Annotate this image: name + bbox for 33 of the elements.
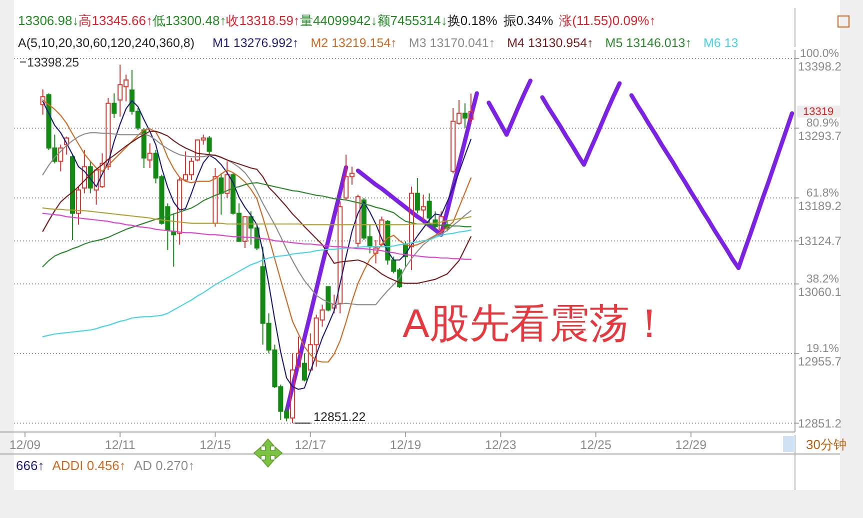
text: 量44099942↓	[300, 13, 378, 28]
text: 收13318.59↑	[226, 13, 300, 28]
y-tick-label: 61.8% 13189.2	[798, 187, 842, 213]
annotation: 12851.22	[314, 410, 366, 424]
x-tick-label: 12/15	[200, 438, 231, 452]
x-tick-label: 12/29	[675, 438, 707, 452]
text: 振0.34%	[503, 13, 554, 28]
text: 涨(11.55)0.09%↑	[559, 13, 656, 28]
legend: A(5,10,20,30,60,120,240,360,8) M1 13276.992↑ M2 13219.154↑ M3 13170.041↑ M4 13130.954↑ M5 13146.013↑ M6 13	[18, 36, 738, 50]
text: 额7455314↓	[377, 13, 448, 28]
y-tick-label: 100.0% 13398.2	[798, 48, 842, 74]
text: 666↑	[16, 458, 44, 473]
x-tick-label: 12/25	[580, 438, 612, 452]
text: AD 0.270↑	[134, 458, 195, 473]
x-tick-label: 12/11	[104, 438, 136, 452]
annotation: A股先看震荡！	[402, 302, 670, 346]
y-tick-label: 38.2% 13060.1	[798, 273, 842, 299]
y-tick-label: 12851.2	[798, 416, 842, 430]
price-tag: 13319	[797, 106, 841, 118]
text: 13306.98↓	[18, 13, 79, 28]
x-tick-label: 12/17	[294, 438, 326, 452]
text: ADDI 0.456↑	[52, 458, 126, 473]
y-tick-label: 19.1% 12955.7	[798, 343, 842, 369]
text: 换0.18%	[447, 13, 498, 28]
annotation: 13398.25	[27, 56, 80, 70]
text: 30分钟	[806, 437, 846, 452]
x-tick-label: 12/09	[9, 438, 41, 452]
text: 高13345.66↑	[78, 13, 152, 28]
x-tick-label: 12/19	[390, 438, 422, 452]
x-tick-label: 12/23	[485, 438, 516, 452]
y-tick-label: 13124.7	[798, 234, 842, 248]
y-tick-label: 80.9% 13293.7	[798, 118, 842, 144]
text: 低13300.48↑	[152, 13, 226, 28]
